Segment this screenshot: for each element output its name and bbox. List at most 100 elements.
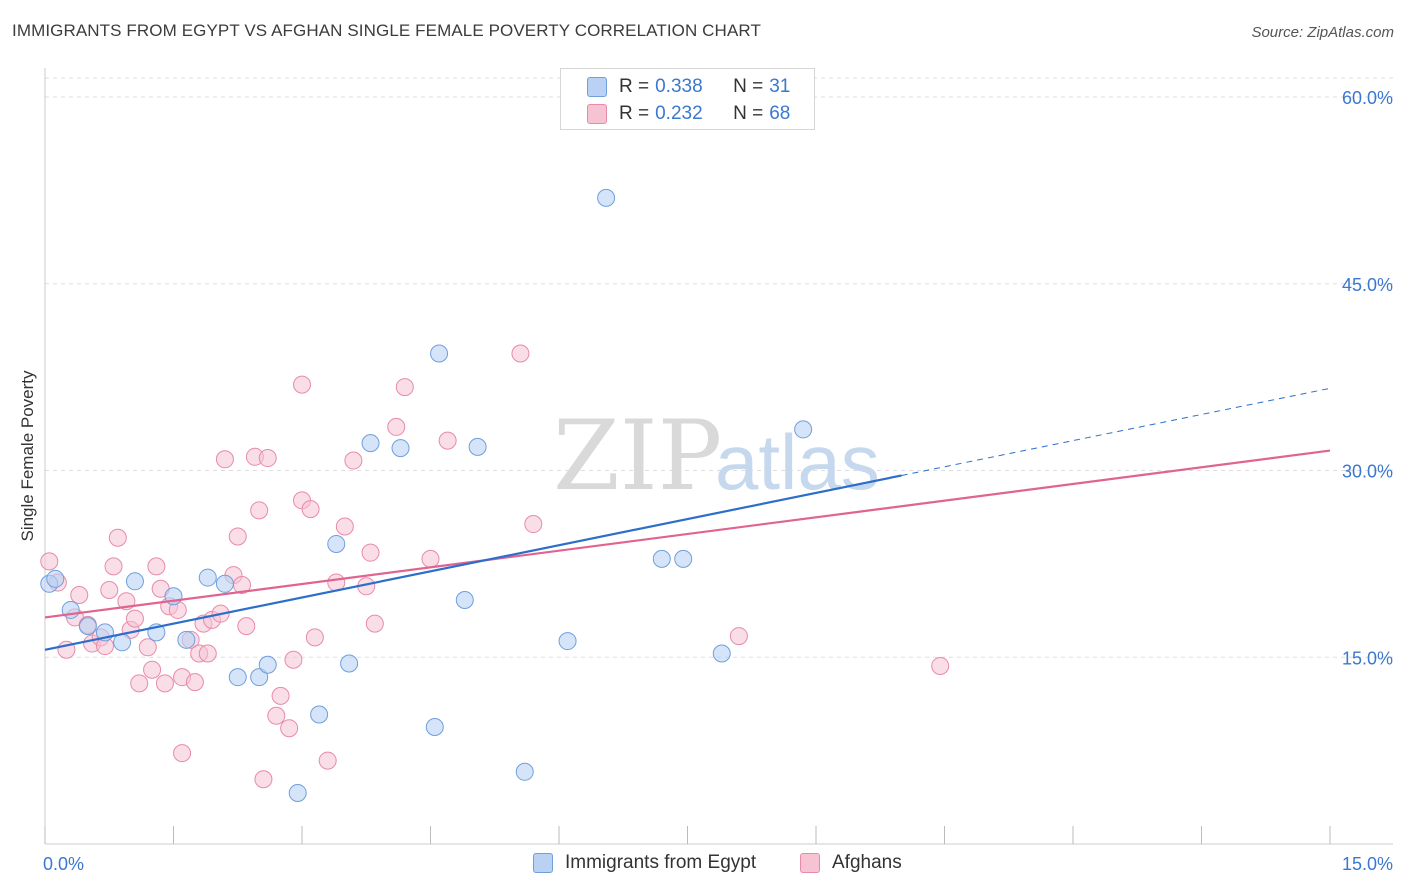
afghan-point [143, 660, 162, 679]
egypt-point [250, 668, 269, 687]
correlation-legend: R = 0.338 N = 31 R = 0.232 N = 68 [560, 68, 815, 130]
afghan-legend-swatch [800, 853, 820, 873]
legend-item-egypt[interactable]: Immigrants from Egypt [533, 852, 756, 874]
afghan-point [335, 517, 354, 536]
afghan-point [271, 686, 290, 705]
egypt-point [597, 188, 616, 207]
egypt-point [391, 439, 410, 458]
afghan-point [387, 417, 406, 436]
x-tick-label: 15.0% [1342, 854, 1393, 874]
afghan-point [318, 751, 337, 770]
afghan-point [173, 744, 192, 763]
egypt-point [361, 434, 380, 453]
egypt-swatch [587, 77, 607, 97]
source-label: Source: ZipAtlas.com [1251, 24, 1394, 41]
axes [44, 68, 1393, 845]
afghan-point [108, 528, 127, 547]
egypt-r-value: 0.338 [655, 76, 703, 97]
afghan-legend-label: Afghans [832, 852, 902, 873]
egypt-point [794, 420, 813, 439]
afghan-point [421, 549, 440, 568]
afghan-point [138, 638, 157, 657]
afghan-point [100, 581, 119, 600]
chart-title: IMMIGRANTS FROM EGYPT VS AFGHAN SINGLE F… [12, 21, 761, 40]
afghan-point [130, 674, 149, 693]
egypt-trend-extension [901, 387, 1331, 476]
afghan-point [40, 552, 59, 571]
egypt-point [288, 783, 307, 802]
afghan-point [931, 656, 950, 675]
egypt-point [430, 344, 449, 363]
egypt-point [215, 574, 234, 593]
legend-row-afghan: R = 0.232 N = 68 [587, 101, 790, 127]
egypt-n-value: 31 [769, 76, 791, 97]
egypt-point [425, 717, 444, 736]
egypt-legend-swatch [533, 853, 553, 873]
egypt-point [310, 705, 329, 724]
afghan-point [524, 515, 543, 534]
watermark: ZIP atlas [553, 400, 880, 512]
afghan-point [280, 719, 299, 738]
egypt-point [468, 437, 487, 456]
egypt-point [78, 617, 97, 636]
legend-item-afghan[interactable]: Afghans [800, 852, 902, 874]
afghan-points [40, 344, 950, 789]
afghan-trend-line [44, 449, 1331, 619]
afghan-point [147, 557, 166, 576]
afghan-point [301, 500, 320, 519]
egypt-point [652, 549, 671, 568]
egypt-point [125, 572, 144, 591]
egypt-point [198, 568, 217, 587]
afghan-point [215, 450, 234, 469]
afghan-point [125, 609, 144, 628]
trend-lines [44, 387, 1331, 651]
afghan-point [395, 378, 414, 397]
afghan-r-label: R = [619, 103, 650, 124]
egypt-trend-line [44, 474, 902, 651]
egypt-points [40, 188, 813, 802]
y-tick-label: 15.0% [1342, 648, 1393, 668]
afghan-point [258, 449, 277, 468]
afghan-point [155, 674, 174, 693]
egypt-point [46, 569, 65, 588]
afghan-point [344, 451, 363, 470]
egypt-point [228, 668, 247, 687]
y-tick-label: 30.0% [1342, 462, 1393, 482]
afghan-r-value: 0.232 [655, 103, 703, 124]
egypt-point [258, 655, 277, 674]
afghan-point [104, 557, 123, 576]
tick-labels: 15.0% 30.0% 45.0% 60.0% 0.0% 15.0% [43, 88, 1393, 874]
egypt-point [674, 549, 693, 568]
afghan-point [305, 628, 324, 647]
afghan-point [198, 644, 217, 663]
afghan-point [70, 586, 89, 604]
afghan-point [438, 431, 457, 450]
afghan-swatch [587, 104, 607, 124]
afghan-n-label: N = [733, 103, 764, 124]
afghan-point [254, 770, 273, 789]
y-tick-label: 60.0% [1342, 88, 1393, 108]
afghan-point [511, 344, 530, 363]
egypt-point [558, 632, 577, 651]
y-axis-title: Single Female Poverty [18, 370, 37, 542]
series-legend: Immigrants from Egypt Afghans [0, 848, 1406, 880]
egypt-r-label: R = [619, 76, 650, 97]
afghan-n-value: 68 [769, 103, 791, 124]
grid-lines [45, 77, 1393, 658]
legend-row-egypt: R = 0.338 N = 31 [587, 74, 790, 100]
afghan-point [228, 527, 247, 546]
egypt-n-label: N = [733, 76, 764, 97]
afghan-point [284, 650, 303, 669]
afghan-point [185, 673, 204, 692]
afghan-point [237, 617, 256, 636]
afghan-point [361, 543, 380, 562]
egypt-point [327, 534, 346, 553]
egypt-point [515, 762, 534, 781]
egypt-point [455, 590, 474, 609]
afghan-point [267, 706, 286, 725]
x-tick-label: 0.0% [43, 854, 84, 874]
afghan-point [365, 614, 384, 633]
egypt-point [340, 654, 359, 673]
afghan-point [293, 375, 311, 394]
